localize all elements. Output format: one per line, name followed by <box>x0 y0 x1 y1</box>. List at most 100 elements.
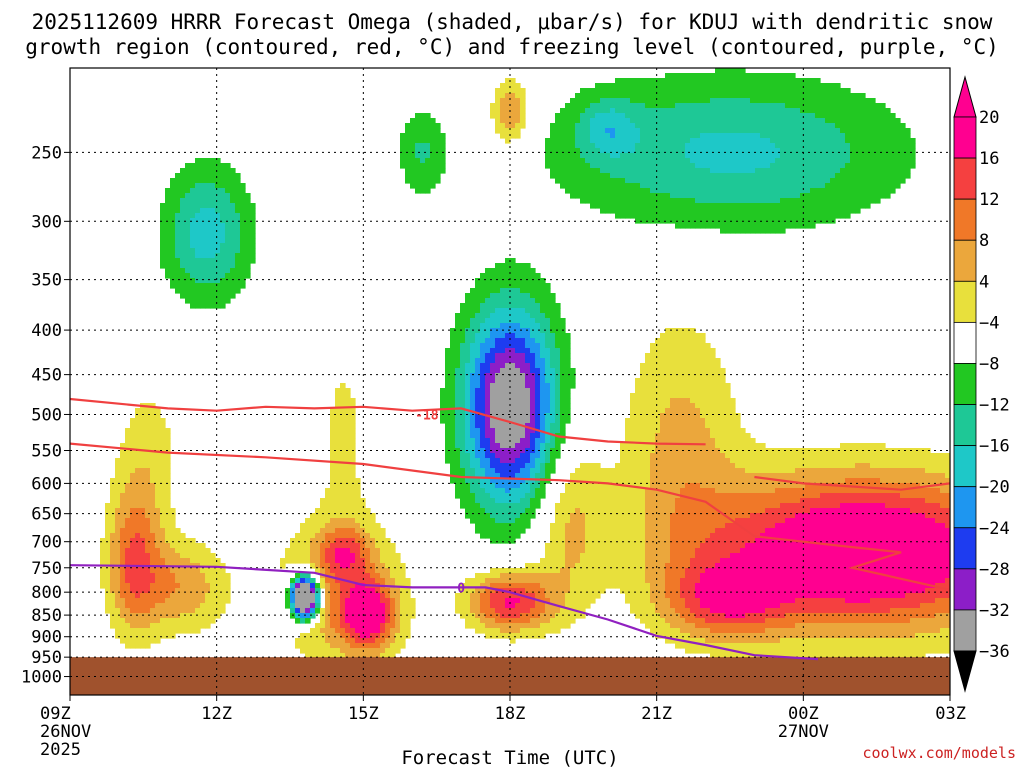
omega-cell <box>800 103 806 109</box>
omega-cell <box>125 453 131 459</box>
omega-cell <box>485 433 491 439</box>
omega-cell <box>220 178 226 184</box>
omega-cell <box>480 393 486 399</box>
omega-cell <box>475 293 481 299</box>
omega-cell <box>520 413 526 419</box>
omega-cell <box>835 148 841 154</box>
omega-cell <box>885 478 891 484</box>
omega-cell <box>760 468 766 474</box>
omega-cell <box>225 228 231 234</box>
omega-cell <box>820 98 826 104</box>
omega-cell <box>600 108 606 114</box>
omega-cell <box>700 218 706 224</box>
omega-cell <box>600 208 606 214</box>
omega-cell <box>445 423 451 429</box>
omega-cell <box>865 133 871 139</box>
omega-cell <box>690 328 696 334</box>
omega-cell <box>210 253 216 259</box>
omega-cell <box>830 108 836 114</box>
omega-cell <box>815 468 821 474</box>
omega-cell <box>925 488 931 494</box>
omega-cell <box>330 423 336 429</box>
omega-cell <box>585 198 591 204</box>
omega-cell <box>715 93 721 99</box>
omega-cell <box>645 418 651 424</box>
omega-cell <box>830 138 836 144</box>
omega-cell <box>685 463 691 469</box>
omega-cell <box>715 208 721 214</box>
omega-cell <box>475 343 481 349</box>
omega-cell <box>670 473 676 479</box>
omega-cell <box>910 453 916 459</box>
omega-cell <box>725 128 731 134</box>
omega-cell <box>675 403 681 409</box>
omega-cell <box>470 323 476 329</box>
omega-cell <box>165 478 171 484</box>
omega-cell <box>170 193 176 199</box>
omega-cell <box>460 313 466 319</box>
omega-cell <box>330 443 336 449</box>
omega-cell <box>700 343 706 349</box>
omega-cell <box>765 218 771 224</box>
omega-cell <box>870 168 876 174</box>
omega-cell <box>515 268 521 274</box>
omega-cell <box>150 408 156 414</box>
omega-cell <box>595 468 601 474</box>
omega-cell <box>725 133 731 139</box>
omega-cell <box>200 298 206 304</box>
omega-cell <box>700 388 706 394</box>
omega-cell <box>475 413 481 419</box>
omega-cell <box>560 493 566 499</box>
omega-cell <box>170 243 176 249</box>
omega-cell <box>525 408 531 414</box>
omega-cell <box>770 458 776 464</box>
omega-cell <box>225 183 231 189</box>
omega-cell <box>500 318 506 324</box>
omega-cell <box>215 208 221 214</box>
omega-cell <box>550 163 556 169</box>
omega-cell <box>135 418 141 424</box>
omega-cell <box>760 113 766 119</box>
omega-cell <box>545 398 551 404</box>
omega-cell <box>615 103 621 109</box>
omega-cell <box>680 73 686 79</box>
omega-cell <box>625 213 631 219</box>
omega-cell <box>565 143 571 149</box>
omega-cell <box>585 118 591 124</box>
omega-cell <box>585 468 591 474</box>
omega-cell <box>890 183 896 189</box>
omega-cell <box>670 158 676 164</box>
omega-cell <box>700 413 706 419</box>
omega-cell <box>705 468 711 474</box>
omega-cell <box>155 408 161 414</box>
omega-cell <box>495 118 501 124</box>
omega-cell <box>665 328 671 334</box>
omega-cell <box>715 153 721 159</box>
omega-cell <box>225 198 231 204</box>
omega-cell <box>780 108 786 114</box>
omega-cell <box>525 263 531 269</box>
omega-cell <box>330 473 336 479</box>
omega-cell <box>785 488 791 494</box>
omega-cell <box>660 338 666 344</box>
omega-cell <box>210 258 216 264</box>
omega-cell <box>340 478 346 484</box>
omega-cell <box>675 458 681 464</box>
omega-cell <box>145 433 151 439</box>
omega-cell <box>790 158 796 164</box>
omega-cell <box>505 423 511 429</box>
omega-cell <box>545 383 551 389</box>
omega-cell <box>220 303 226 309</box>
omega-cell <box>695 118 701 124</box>
omega-cell <box>895 483 901 489</box>
omega-cell <box>240 213 246 219</box>
omega-cell <box>820 103 826 109</box>
omega-cell <box>160 218 166 224</box>
omega-cell <box>455 448 461 454</box>
omega-cell <box>485 488 491 494</box>
omega-cell <box>885 168 891 174</box>
omega-cell <box>755 178 761 184</box>
omega-cell <box>410 133 416 139</box>
omega-cell <box>635 478 641 484</box>
omega-cell <box>795 123 801 129</box>
